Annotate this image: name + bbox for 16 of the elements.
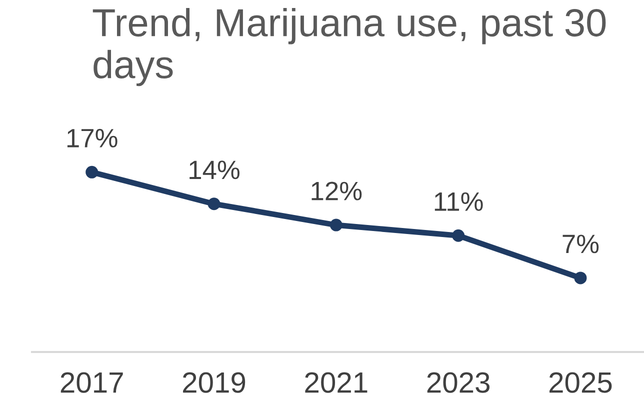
data-label: 11% (434, 192, 483, 211)
point (330, 218, 342, 232)
x-tick-label: 2021 (305, 372, 368, 393)
data-label: 17% (67, 128, 118, 148)
x-tick-label: 2023 (427, 372, 490, 393)
point (208, 198, 220, 210)
chart-title: Trend, Marijuana use, past 30 days (92, 8, 606, 86)
data-label: 14% (190, 160, 240, 180)
data-label: 12% (312, 182, 362, 200)
point (574, 272, 587, 284)
x-tick-label: 2019 (183, 372, 246, 393)
data-label: 7% (562, 234, 599, 254)
point (452, 229, 465, 242)
point (86, 166, 98, 178)
x-tick-label: 2017 (60, 372, 123, 393)
x-tick-label: 2025 (550, 372, 612, 393)
